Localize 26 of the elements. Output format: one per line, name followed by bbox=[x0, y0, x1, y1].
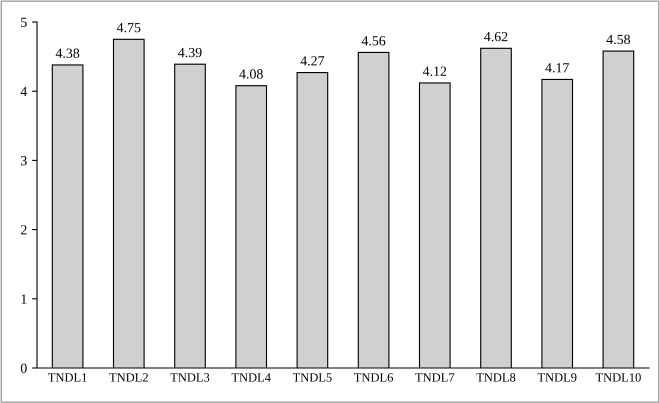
y-tick-label: 3 bbox=[20, 156, 27, 166]
y-tick-label: 0 bbox=[20, 364, 27, 373]
data-label: 4.17 bbox=[545, 63, 569, 73]
y-tick-label: 4 bbox=[20, 86, 28, 96]
x-tick-label: TNDL9 bbox=[538, 373, 576, 382]
x-tick-label: TNDL5 bbox=[292, 373, 332, 382]
x-tick-label: TNDL1 bbox=[48, 373, 87, 382]
x-tick-label: TNDL7 bbox=[415, 373, 454, 382]
x-tick-label: TNDL8 bbox=[476, 373, 516, 382]
data-label: 4.62 bbox=[484, 32, 508, 42]
y-tick-label: 2 bbox=[20, 225, 27, 234]
data-label: 4.58 bbox=[606, 34, 630, 44]
x-tick-label: TNDL2 bbox=[109, 373, 148, 382]
x-tick-label: TNDL3 bbox=[170, 373, 210, 382]
data-label: 4.27 bbox=[300, 56, 324, 66]
x-tick-label: TNDL4 bbox=[232, 373, 271, 382]
y-tick-label: 1 bbox=[22, 294, 26, 304]
x-tick-label: TNDL6 bbox=[354, 373, 394, 382]
data-label: 4.08 bbox=[239, 69, 263, 79]
y-tick-label: 5 bbox=[21, 18, 27, 27]
data-label: 4.12 bbox=[422, 66, 446, 76]
data-label: 4.39 bbox=[178, 48, 202, 58]
data-label: 4.38 bbox=[56, 48, 80, 58]
x-tick-label: TNDL10 bbox=[596, 373, 641, 382]
data-label: 4.75 bbox=[116, 23, 140, 32]
data-label: 4.56 bbox=[362, 36, 386, 46]
